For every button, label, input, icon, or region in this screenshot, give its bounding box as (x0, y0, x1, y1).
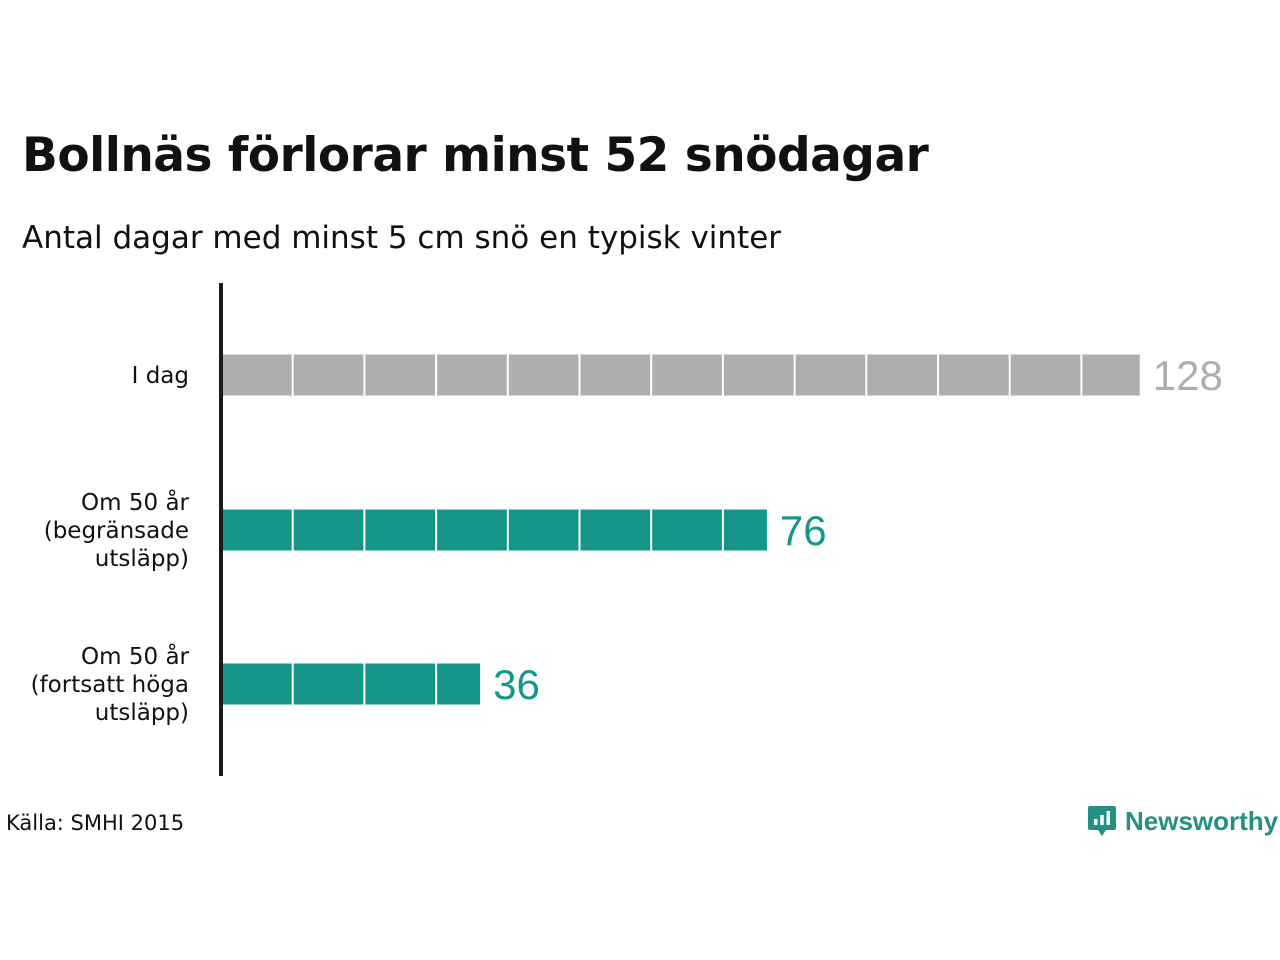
brand-name: Newsworthy (1125, 805, 1279, 836)
bar-3 (222, 663, 481, 705)
bar-segment (437, 354, 507, 396)
brand-logo: Newsworthy (1087, 804, 1278, 838)
bar-segment (580, 354, 651, 396)
bar-segment (652, 509, 722, 551)
bar-segment (293, 354, 364, 396)
bar-segment (508, 354, 579, 396)
data-label: 128 (1153, 352, 1223, 399)
chart-subtitle: Antal dagar med minst 5 cm snö en typisk… (22, 220, 782, 256)
bar-2 (222, 509, 767, 551)
category-label: Om 50 år (fortsatt höga utsläpp) (31, 642, 190, 726)
data-label: 36 (493, 661, 540, 708)
data-label: 76 (780, 507, 827, 554)
bar-segment (293, 663, 364, 705)
chart-title: Bollnäs förlorar minst 52 snödagar (22, 128, 929, 183)
y-axis-line (219, 283, 223, 776)
bar-segment (723, 509, 767, 551)
bar-segment (437, 509, 507, 551)
category-label: Om 50 år (begränsade utsläpp) (44, 488, 190, 572)
bar-segment (1010, 354, 1081, 396)
bar-segment (580, 509, 651, 551)
bar-segment (365, 509, 436, 551)
newsworthy-logo-icon (1088, 806, 1116, 836)
bar-segment (1082, 354, 1140, 396)
bar-segment (652, 354, 722, 396)
bar-segment (222, 663, 292, 705)
bar-segment (222, 509, 292, 551)
bar-1 (222, 354, 1140, 396)
bar-segment (939, 354, 1009, 396)
bar-segment (508, 509, 579, 551)
bar-segment (437, 663, 481, 705)
category-label: I dag (132, 363, 189, 389)
bar-segment (867, 354, 937, 396)
bar-segment (293, 509, 364, 551)
bar-segment (795, 354, 866, 396)
bar-segment (222, 354, 292, 396)
bar-segment (365, 663, 436, 705)
bar-segment (723, 354, 794, 396)
bar-segment (365, 354, 436, 396)
source-note: Källa: SMHI 2015 (6, 811, 185, 835)
